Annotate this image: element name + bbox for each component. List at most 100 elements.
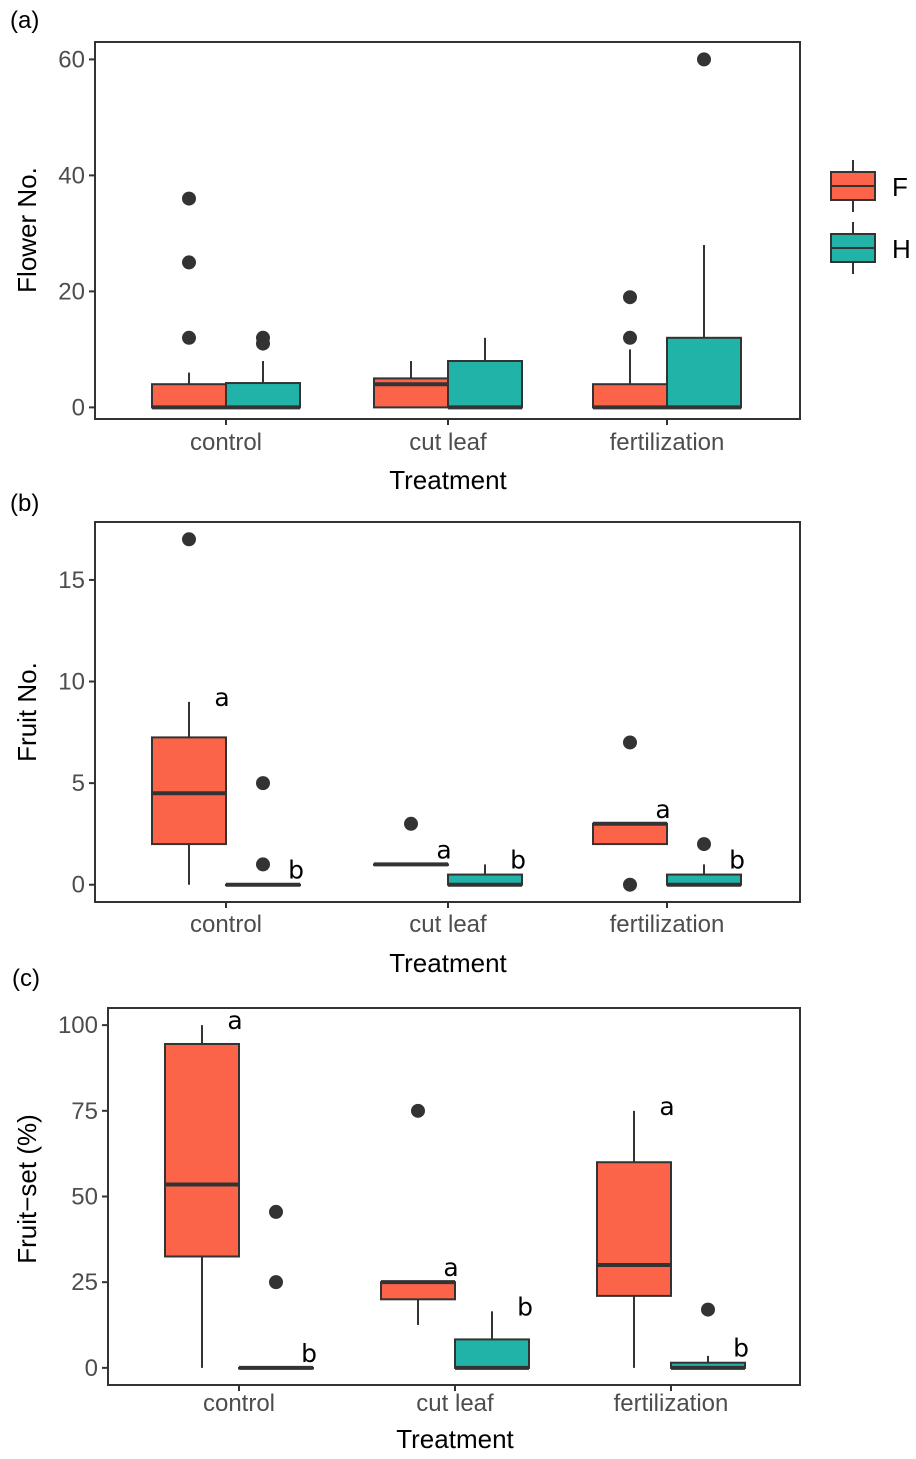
y-axis-title-b: Fruit No.: [12, 662, 42, 762]
y-tick-label: 0: [85, 1355, 98, 1382]
significance-label: b: [517, 1292, 533, 1321]
x-tick-label-fertilization: fertilization: [610, 911, 725, 938]
legend-item-f: F: [830, 160, 908, 212]
legend-item-h: H: [830, 222, 911, 274]
x-tick-label-control: control: [203, 1390, 275, 1417]
y-tick-label: 60: [58, 46, 85, 73]
y-tick-label: 10: [58, 669, 85, 696]
outlier-point: [697, 52, 711, 67]
box-control-f: [151, 191, 227, 410]
plot-area-c: 0 25 50 75 100 control cut leaf fertilization a a…: [58, 1006, 801, 1417]
outlier-point: [182, 330, 196, 345]
box-fertilization-h: b: [670, 1302, 749, 1370]
outlier-point: [256, 330, 270, 345]
x-tick-label-cut-leaf: cut leaf: [409, 429, 487, 456]
box-control-h: b: [238, 1204, 317, 1370]
significance-label: b: [733, 1334, 749, 1363]
y-tick-label: 40: [58, 162, 85, 189]
significance-label: b: [288, 856, 304, 885]
legend: F H: [830, 160, 911, 274]
x-axis-title-b: Treatment: [389, 948, 507, 978]
y-tick-label: 100: [58, 1012, 98, 1039]
significance-label: a: [655, 795, 670, 824]
x-tick-label-cut-leaf: cut leaf: [416, 1390, 494, 1417]
box-iqr: [164, 1042, 240, 1258]
outlier-point: [623, 877, 637, 892]
outlier-point: [182, 532, 196, 547]
box-iqr: [592, 822, 668, 846]
x-tick-label-fertilization: fertilization: [610, 429, 725, 456]
panel-label-a: (a): [10, 7, 39, 34]
box-cut-leaf-f: a: [373, 816, 452, 867]
box-control-h: b: [225, 776, 304, 887]
x-tick-label-control: control: [190, 911, 262, 938]
y-tick-label: 0: [72, 394, 85, 421]
outlier-point: [269, 1204, 283, 1219]
y-tick-label: 5: [72, 770, 85, 797]
box-control-f: a: [151, 532, 230, 885]
significance-label: a: [443, 1253, 458, 1282]
panel-a: (a) Flower No. Treatment 0 20 40 60 control c…: [10, 7, 801, 495]
outlier-point: [697, 837, 711, 852]
box-control-h: [225, 330, 301, 410]
x-axis-title-a: Treatment: [389, 465, 507, 495]
box-iqr: [592, 383, 668, 409]
significance-label: a: [214, 683, 229, 712]
x-tick-label-cut-leaf: cut leaf: [409, 911, 487, 938]
outlier-point: [701, 1302, 715, 1317]
y-tick-label: 25: [71, 1269, 98, 1296]
outlier-point: [182, 191, 196, 206]
box-fertilization-f: [592, 290, 668, 410]
outlier-point: [256, 857, 270, 872]
significance-label: b: [301, 1339, 317, 1368]
box-cut-leaf-h: [447, 337, 523, 410]
significance-label: a: [659, 1092, 674, 1121]
outlier-point: [182, 255, 196, 270]
significance-label: a: [227, 1006, 242, 1035]
outlier-point: [623, 290, 637, 305]
outlier-point: [623, 735, 637, 750]
plot-area-a: 0 20 40 60 control cut leaf fertilization: [58, 41, 801, 456]
box-cut-leaf-h: b: [447, 845, 526, 887]
box-iqr: [380, 1281, 456, 1301]
box-control-f: a: [164, 1006, 243, 1368]
y-tick-label: 20: [58, 278, 85, 305]
legend-label-h: H: [892, 234, 911, 264]
box-iqr: [666, 336, 742, 409]
outlier-point: [256, 776, 270, 791]
box-iqr: [454, 1338, 530, 1369]
panel-c: (c) Fruit−set (%) Treatment 0 25 50 75 100 co…: [12, 965, 801, 1454]
y-axis-title-a: Flower No.: [12, 167, 42, 293]
significance-label: a: [436, 835, 451, 864]
x-tick-label-fertilization: fertilization: [614, 1390, 729, 1417]
box-cut-leaf-h: b: [454, 1292, 533, 1370]
y-axis-title-c: Fruit−set (%): [12, 1114, 42, 1264]
box-iqr: [596, 1161, 672, 1297]
box-iqr: [151, 383, 227, 409]
box-iqr: [151, 736, 227, 846]
box-iqr: [225, 382, 301, 409]
outlier-point: [411, 1103, 425, 1118]
panel-label-b: (b): [10, 490, 39, 517]
significance-label: b: [729, 845, 745, 874]
legend-label-f: F: [892, 172, 908, 202]
x-tick-label-control: control: [190, 429, 262, 456]
x-axis-title-c: Treatment: [396, 1424, 514, 1454]
box-fertilization-f: a: [596, 1092, 675, 1368]
y-tick-label: 0: [72, 872, 85, 899]
box-fertilization-f: a: [592, 735, 671, 892]
panel-b: (b) Fruit No. Treatment 0 5 10 15 control cut…: [10, 490, 801, 978]
panel-label-c: (c): [12, 965, 40, 992]
outlier-point: [623, 330, 637, 345]
box-iqr: [447, 360, 523, 409]
plot-area-b: 0 5 10 15 control cut leaf fertilization a a a b b b: [58, 521, 801, 938]
outlier-point: [404, 816, 418, 831]
y-tick-label: 15: [58, 567, 85, 594]
box-cut-leaf-f: a: [380, 1103, 459, 1326]
y-tick-label: 50: [71, 1184, 98, 1211]
significance-label: b: [510, 845, 526, 874]
box-fertilization-h: [666, 52, 742, 410]
y-tick-label: 75: [71, 1098, 98, 1125]
box-fertilization-h: b: [666, 837, 745, 887]
